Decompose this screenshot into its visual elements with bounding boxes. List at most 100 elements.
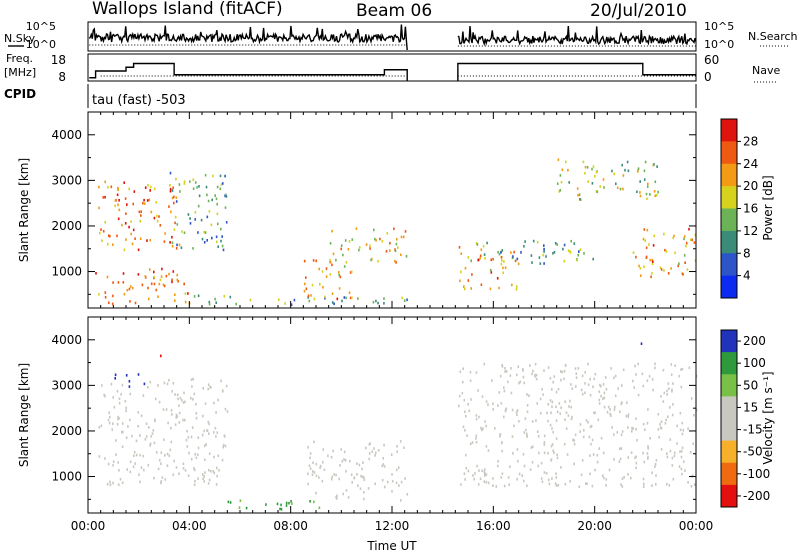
- power-cell: [229, 295, 232, 299]
- power-cell: [325, 275, 328, 278]
- velocity-cell: [568, 405, 570, 408]
- power-cell: [336, 297, 339, 301]
- power-cell: [138, 210, 141, 214]
- power-cell: [132, 202, 134, 206]
- power-cell: [582, 160, 585, 164]
- power-cell: [531, 261, 533, 264]
- power-cell: [635, 255, 637, 259]
- power-cell: [579, 198, 581, 201]
- velocity-cell: [171, 390, 173, 393]
- velocity-colorbar-frame: [720, 329, 738, 508]
- velocity-cell: [363, 478, 366, 482]
- freq-strip: 18 8 60 0 Freq. [MHz] Nave: [4, 52, 780, 84]
- x-tick-label: 00:00: [71, 519, 106, 533]
- velocity-cell: [594, 372, 597, 376]
- velocity-cell: [602, 474, 604, 477]
- velocity-cell: [360, 474, 362, 478]
- power-panel-frame: [87, 111, 697, 309]
- power-cell: [563, 259, 566, 263]
- power-cell: [558, 190, 561, 193]
- velocity-cell: [148, 426, 150, 429]
- velocity-cell: [475, 414, 478, 417]
- velocity-cell: [657, 428, 660, 431]
- power-cell: [340, 247, 342, 251]
- velocity-cell: [492, 477, 494, 480]
- velocity-cell: [492, 484, 494, 487]
- power-cell: [375, 239, 377, 242]
- power-cell: [187, 213, 190, 216]
- power-cell: [128, 225, 130, 229]
- velocity-cell: [516, 448, 519, 451]
- power-cell: [640, 274, 642, 277]
- velocity-cell: [501, 364, 503, 367]
- power-cell: [349, 271, 352, 274]
- power-cell: [206, 193, 208, 197]
- power-cell: [219, 187, 222, 191]
- power-cell: [197, 294, 200, 298]
- power-cell: [490, 271, 493, 274]
- velocity-cell: [535, 419, 537, 422]
- power-cell: [599, 185, 601, 188]
- power-cell: [149, 185, 152, 189]
- velocity-cell: [630, 476, 632, 480]
- velocity-cell: [476, 464, 478, 468]
- power-cell: [169, 187, 172, 191]
- velocity-cell: [462, 380, 464, 384]
- velocity-cell: [621, 384, 623, 387]
- power-cell: [144, 186, 147, 189]
- velocity-cell: [643, 460, 645, 464]
- power-cell: [171, 241, 174, 245]
- velocity-cell: [280, 507, 283, 511]
- x-tick-label: 12:00: [375, 519, 410, 533]
- velocity-cell: [149, 380, 152, 384]
- velocity-cell: [195, 416, 198, 420]
- velocity-cell: [632, 379, 634, 383]
- power-cell: [636, 190, 638, 194]
- power-cell: [538, 256, 541, 259]
- velocity-cell: [195, 403, 197, 406]
- velocity-cell: [548, 482, 551, 486]
- velocity-cell: [121, 422, 124, 425]
- velocity-cell: [555, 419, 558, 422]
- velocity-cell: [604, 376, 607, 379]
- power-cell: [148, 297, 150, 301]
- power-axes: 1000 2000 3000 4000: [51, 112, 697, 308]
- power-cell: [545, 255, 547, 258]
- velocity-cell: [100, 424, 103, 428]
- power-cell: [189, 217, 191, 220]
- power-cell: [536, 240, 539, 244]
- velocity-cell: [571, 415, 573, 419]
- velocity-cell: [147, 463, 150, 467]
- velocity-cell: [555, 484, 558, 487]
- power-cell: [501, 249, 504, 252]
- power-cell: [171, 278, 173, 282]
- velocity-cell: [137, 411, 140, 414]
- velocity-cell: [659, 423, 661, 426]
- noise-left-tick-top: 10^5: [26, 20, 56, 33]
- power-cell: [694, 233, 697, 237]
- velocity-colorbar-swatches: [721, 330, 737, 508]
- velocity-cell: [635, 466, 637, 470]
- power-cell: [489, 287, 492, 291]
- power-cell: [216, 212, 219, 216]
- velocity-cell: [223, 435, 226, 438]
- velocity-cell: [513, 424, 515, 428]
- power-cell: [553, 250, 556, 254]
- velocity-cell: [491, 379, 493, 382]
- power-cell: [331, 229, 333, 233]
- power-cell: [406, 298, 408, 302]
- velocity-cell: [459, 370, 462, 373]
- power-cell: [379, 237, 381, 241]
- velocity-cell: [356, 473, 358, 476]
- velocity-cell: [362, 476, 365, 479]
- velocity-cell: [478, 469, 480, 472]
- velocity-cell: [359, 487, 362, 490]
- power-cell: [645, 192, 648, 196]
- power-cell: [313, 297, 316, 301]
- velocity-cell: [221, 389, 224, 393]
- power-cell: [652, 244, 655, 247]
- velocity-cell: [202, 414, 204, 418]
- power-cell: [556, 182, 559, 185]
- power-cell: [312, 259, 315, 262]
- power-cell: [220, 183, 223, 186]
